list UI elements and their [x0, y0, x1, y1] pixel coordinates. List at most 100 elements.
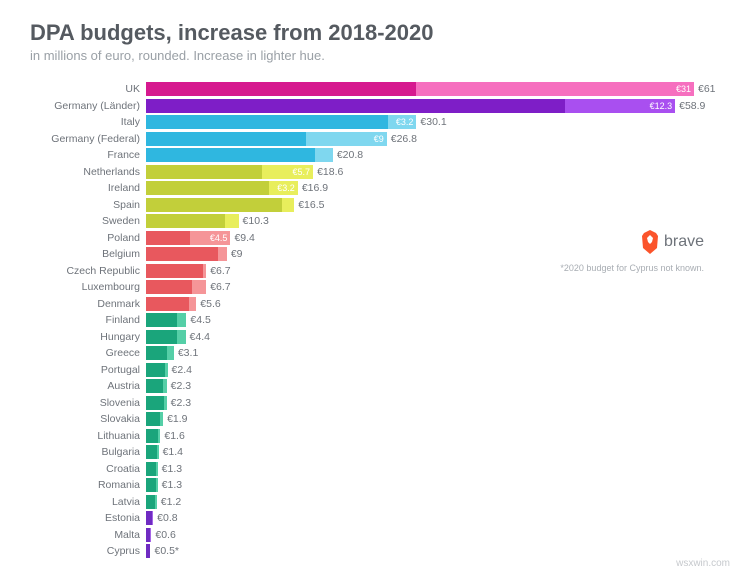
- row-label: Slovenia: [30, 397, 146, 409]
- total-label: €5.6: [200, 298, 220, 310]
- bar-row: Romania€1.3: [30, 477, 706, 493]
- row-label: Romania: [30, 479, 146, 491]
- bar-rows: UK€31€61Germany (Länder)€12.3€58.9Italy€…: [30, 81, 706, 560]
- bar-track: €10.3: [146, 214, 706, 228]
- bar-increase: €3.2: [269, 181, 298, 195]
- bar-row: Hungary€4.4: [30, 329, 706, 345]
- bar-track: €1.4: [146, 445, 706, 459]
- increase-label: €12.3: [650, 101, 673, 111]
- total-label: €3.1: [178, 347, 198, 359]
- bar-base: [146, 165, 262, 179]
- bar-row: Slovenia€2.3: [30, 395, 706, 411]
- bar-row: France€20.8: [30, 147, 706, 163]
- row-label: Bulgaria: [30, 446, 146, 458]
- bar-track: €3.2 €16.9: [146, 181, 706, 195]
- total-label: €1.4: [163, 446, 183, 458]
- bar-increase: [218, 247, 227, 261]
- bar-row: UK€31€61: [30, 81, 706, 97]
- bar-increase: [156, 478, 158, 492]
- bar-track: €3.2€30.1: [146, 115, 706, 129]
- bar-base: [146, 82, 416, 96]
- row-label: Malta: [30, 529, 146, 541]
- bar-base: [146, 379, 163, 393]
- total-label: €26.8: [391, 133, 417, 145]
- row-label: Greece: [30, 347, 146, 359]
- bar-base: [146, 412, 160, 426]
- total-label: €1.3: [162, 463, 182, 475]
- row-label: Lithuania: [30, 430, 146, 442]
- bar-increase: [165, 363, 168, 377]
- bar-increase: [189, 297, 196, 311]
- increase-label: €3.2: [396, 117, 414, 127]
- bar-row: Austria €2.3: [30, 378, 706, 394]
- bar-increase: [203, 264, 207, 278]
- increase-label: €4.5: [210, 233, 228, 243]
- bar-track: €1.3: [146, 478, 706, 492]
- bar-base: [146, 363, 165, 377]
- bar-increase: [152, 511, 153, 525]
- row-label: Netherlands: [30, 166, 146, 178]
- total-label: €16.9: [302, 182, 328, 194]
- bar-row: Greece €3.1: [30, 345, 706, 361]
- bar-track: €31€61: [146, 82, 706, 96]
- row-label: Portugal: [30, 364, 146, 376]
- bar-increase: [282, 198, 295, 212]
- bar-base: [146, 445, 157, 459]
- row-label: Cyprus: [30, 545, 146, 557]
- bar-track: €2.4: [146, 363, 706, 377]
- footnote: *2020 budget for Cyprus not known.: [560, 263, 704, 273]
- row-label: Austria: [30, 380, 146, 392]
- bar-base: [146, 247, 218, 261]
- bar-row: Slovakia€1.9: [30, 411, 706, 427]
- bar-track: €5.6: [146, 297, 706, 311]
- total-label: €10.3: [243, 215, 269, 227]
- total-label: €0.8: [157, 512, 177, 524]
- bar-row: Luxembourg€6.7: [30, 279, 706, 295]
- total-label: €61: [698, 83, 716, 95]
- bar-base: [146, 132, 306, 146]
- bar-track: €12.3 €58.9: [146, 99, 706, 113]
- increase-label: €3.2: [277, 183, 295, 193]
- increase-label: €9: [374, 134, 384, 144]
- bar-base: [146, 495, 155, 509]
- increase-label: €31: [676, 84, 691, 94]
- bar-track: €4.5 €9.4: [146, 231, 706, 245]
- bar-row: Spain€16.5: [30, 197, 706, 213]
- bar-increase: [163, 379, 167, 393]
- bar-track: €0.6: [146, 528, 706, 542]
- bar-increase: [157, 445, 159, 459]
- total-label: €58.9: [679, 100, 705, 112]
- bar-row: Germany (Federal) €9 €26.8: [30, 131, 706, 147]
- row-label: Latvia: [30, 496, 146, 508]
- bar-base: [146, 346, 167, 360]
- bar-row: Italy€3.2€30.1: [30, 114, 706, 130]
- total-label: €2.4: [172, 364, 192, 376]
- watermark: wsxwin.com: [676, 558, 730, 569]
- bar-increase: [158, 429, 161, 443]
- bar-base: [146, 115, 388, 129]
- bar-row: Ireland €3.2 €16.9: [30, 180, 706, 196]
- bar-row: Malta€0.6: [30, 527, 706, 543]
- total-label: €9.4: [234, 232, 254, 244]
- bar-increase: €4.5: [190, 231, 230, 245]
- total-label: €1.9: [167, 413, 187, 425]
- row-label: Italy: [30, 116, 146, 128]
- row-label: Ireland: [30, 182, 146, 194]
- bar-increase: [164, 396, 167, 410]
- row-label: France: [30, 149, 146, 161]
- bar-base: [146, 280, 192, 294]
- bar-increase: [192, 280, 206, 294]
- total-label: €2.3: [171, 380, 191, 392]
- bar-track: €4.5: [146, 313, 706, 327]
- total-label: €4.4: [190, 331, 210, 343]
- bar-track: €1.2: [146, 495, 706, 509]
- bar-track: €20.8: [146, 148, 706, 162]
- bar-base: [146, 181, 269, 195]
- bar-base: [146, 313, 177, 327]
- total-label: €9: [231, 248, 243, 260]
- bar-base: [146, 214, 225, 228]
- row-label: Germany (Federal): [30, 133, 146, 145]
- bar-track: €4.4: [146, 330, 706, 344]
- bar-base: [146, 264, 203, 278]
- bar-track: €9 €26.8: [146, 132, 706, 146]
